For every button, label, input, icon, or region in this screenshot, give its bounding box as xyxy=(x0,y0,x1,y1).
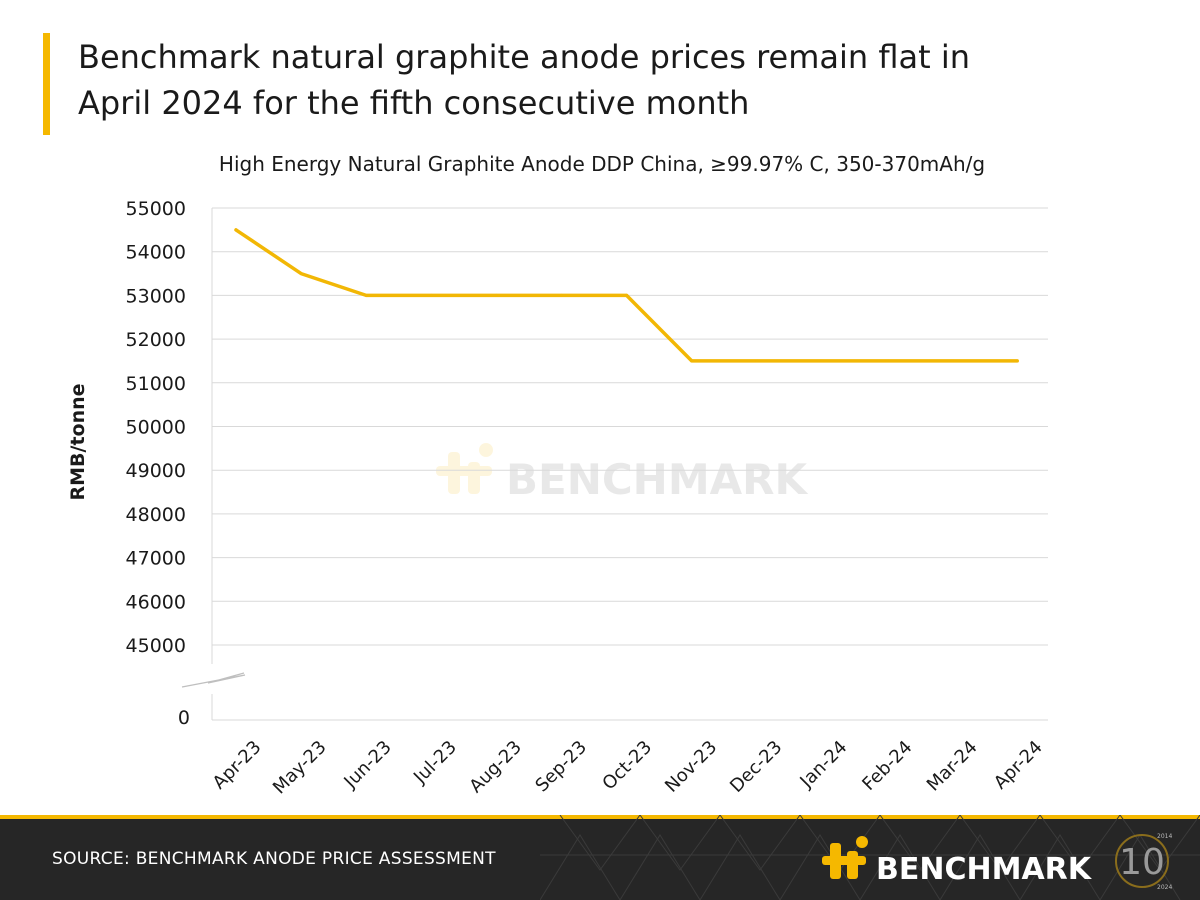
y-tick-label: 54000 xyxy=(126,242,186,264)
data-point xyxy=(299,272,303,276)
x-tick-label: May-23 xyxy=(269,737,331,799)
y-tick-label: 55000 xyxy=(126,198,186,220)
series-layer xyxy=(234,228,1019,363)
x-tick-label: Jan-24 xyxy=(795,737,851,793)
x-tick-label: Oct-23 xyxy=(598,737,656,795)
data-point xyxy=(885,359,889,363)
x-tick-label: Apr-23 xyxy=(209,737,266,794)
axis-break-zigzag xyxy=(181,672,246,688)
grid-lines xyxy=(212,207,1048,646)
data-point xyxy=(820,359,824,363)
watermark-logo-bar-3 xyxy=(436,466,492,476)
watermark-logo-dot xyxy=(479,443,493,457)
data-point xyxy=(560,293,563,297)
benchmark-logo: BENCHMARK 10 2014 2024 xyxy=(822,833,1172,891)
benchmark-watermark: BENCHMARK xyxy=(436,443,808,504)
x-tick-label: Jun-23 xyxy=(339,737,395,793)
watermark-text: BENCHMARK xyxy=(506,455,808,504)
y-tick-label-zero: 0 xyxy=(178,707,190,729)
y-tick-label: 45000 xyxy=(126,635,186,657)
chart-title: High Energy Natural Graphite Anode DDP C… xyxy=(219,152,985,176)
footer-pattern xyxy=(540,815,1200,900)
data-point xyxy=(429,293,433,297)
benchmark-logo-icon xyxy=(822,836,868,879)
data-point xyxy=(625,293,629,297)
anniversary-year-start: 2014 xyxy=(1157,833,1172,840)
axis-break-marker xyxy=(181,664,246,694)
source-note: SOURCE: BENCHMARK ANODE PRICE ASSESSMENT xyxy=(52,849,496,869)
y-tick-label: 48000 xyxy=(126,504,186,526)
y-tick-label: 51000 xyxy=(126,373,186,395)
y-axis-title: RMB/tonne xyxy=(67,383,89,500)
x-tick-label: Apr-24 xyxy=(990,737,1047,794)
x-tick-label: Aug-23 xyxy=(465,737,525,797)
y-tick-label: 46000 xyxy=(126,591,186,613)
watermark-logo-bar-1 xyxy=(448,452,460,494)
y-tick-label: 47000 xyxy=(126,548,186,570)
data-point xyxy=(690,359,694,363)
data-point xyxy=(494,293,498,297)
anniversary-badge: 10 2014 2024 xyxy=(1115,833,1172,891)
data-point xyxy=(1015,359,1019,363)
x-tick-label: Mar-24 xyxy=(923,737,982,796)
y-tick-label: 49000 xyxy=(126,460,186,482)
page-title-line-1: Benchmark natural graphite anode prices … xyxy=(78,38,970,76)
line-chart: High Energy Natural Graphite Anode DDP C… xyxy=(67,152,1048,799)
data-point xyxy=(234,228,238,232)
y-tick-label: 52000 xyxy=(126,329,186,351)
footer: SOURCE: BENCHMARK ANODE PRICE ASSESSMENT… xyxy=(0,815,1200,900)
page-title: Benchmark natural graphite anode prices … xyxy=(78,34,1168,126)
data-point xyxy=(755,359,759,363)
x-tick-label: Dec-23 xyxy=(726,737,786,797)
y-tick-labels: 55000 54000 53000 52000 51000 50000 49000 48000… xyxy=(126,198,186,657)
x-tick-label: Feb-24 xyxy=(858,737,916,795)
benchmark-logo-text: BENCHMARK xyxy=(876,852,1093,887)
page-title-line-2: April 2024 for the fifth consecutive mon… xyxy=(78,84,750,122)
y-tick-label: 50000 xyxy=(126,417,186,439)
x-tick-label: Nov-23 xyxy=(661,737,721,797)
data-point xyxy=(950,359,954,363)
title-accent-bar xyxy=(43,33,50,135)
y-tick-label: 53000 xyxy=(126,285,186,307)
anniversary-number: 10 xyxy=(1119,842,1165,883)
x-tick-label: Jul-23 xyxy=(409,737,461,789)
data-point xyxy=(364,293,368,297)
anniversary-year-end: 2024 xyxy=(1157,884,1172,891)
footer-accent-line xyxy=(0,815,1200,819)
x-tick-label: Sep-23 xyxy=(531,737,591,797)
x-tick-labels: Apr-23 May-23 Jun-23 Jul-23 Aug-23 Sep-23 Oct-… xyxy=(209,737,1047,799)
